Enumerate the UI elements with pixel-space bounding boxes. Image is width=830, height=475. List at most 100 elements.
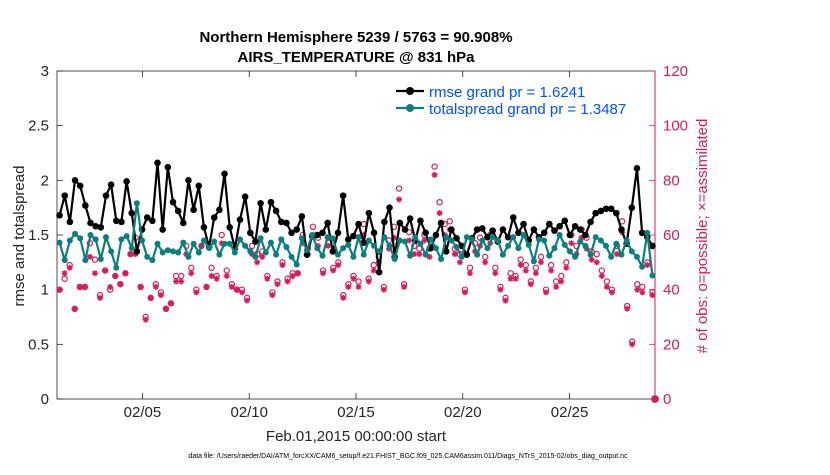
obs-assimilated-point	[512, 275, 519, 282]
obs-possible-point	[61, 275, 68, 282]
obs-assimilated-point	[461, 289, 468, 296]
obs-assimilated-point	[411, 251, 418, 258]
totalspread-point	[427, 236, 434, 243]
rmse-point	[252, 238, 259, 245]
rmse-point	[247, 229, 254, 237]
totalspread-point	[468, 236, 475, 243]
totalspread-point	[422, 251, 429, 258]
totalspread-point	[247, 248, 254, 255]
rmse-point	[107, 181, 115, 189]
rmse-point	[149, 217, 156, 225]
y-tick-label-left: 3	[41, 63, 49, 80]
obs-assimilated-point	[553, 283, 560, 290]
rmse-point	[381, 218, 388, 226]
totalspread-point	[288, 253, 295, 260]
rmse-point	[566, 231, 574, 239]
x-axis-label: Feb.01,2015 00:00:00 start	[266, 428, 447, 445]
obs-assimilated-point	[147, 294, 154, 301]
obs-assimilated-point	[360, 232, 367, 238]
obs-assimilated-point	[335, 262, 342, 269]
obs-assimilated-point	[274, 281, 281, 288]
totalspread-point	[505, 242, 512, 249]
rmse-point	[118, 218, 125, 226]
obs-assimilated-point	[279, 262, 286, 269]
obs-assimilated-point	[208, 273, 215, 279]
totalspread-point	[56, 239, 63, 246]
obs-possible-point	[172, 272, 180, 280]
obs-assimilated-point	[431, 171, 438, 178]
x-tick-label: 02/25	[551, 404, 589, 421]
rmse-point	[288, 229, 295, 237]
totalspread-point	[92, 236, 99, 243]
rmse-point	[169, 198, 177, 206]
obs-assimilated-point	[391, 234, 398, 241]
obs-assimilated-point	[355, 283, 362, 290]
rmse-point	[283, 219, 290, 227]
rmse-point	[71, 177, 79, 184]
obs-assimilated-point	[613, 251, 620, 258]
y-tick-label-right: 120	[663, 63, 688, 80]
totalspread-point	[391, 256, 398, 263]
rmse-point	[649, 242, 656, 250]
obs-assimilated-point	[634, 286, 641, 293]
obs-assimilated-point	[370, 267, 377, 274]
rmse-point	[530, 226, 538, 233]
rmse-point	[87, 219, 94, 227]
obs-possible-point	[436, 198, 443, 206]
totalspread-point	[262, 249, 269, 256]
obs-assimilated-point	[451, 251, 458, 258]
obs-assimilated-point	[578, 234, 585, 241]
totalspread-point	[200, 237, 207, 244]
rmse-point	[360, 239, 368, 246]
obs-assimilated-point	[517, 262, 524, 269]
obs-assimilated-point	[593, 259, 600, 266]
obs-assimilated-point	[543, 289, 550, 296]
totalspread-point	[649, 272, 656, 279]
totalspread-point	[257, 235, 264, 242]
totalspread-point	[603, 242, 610, 249]
totalspread-point	[128, 245, 135, 252]
y-tick-label-left: 0.5	[28, 336, 49, 353]
obs-assimilated-point	[137, 283, 144, 290]
obs-assimilated-point	[284, 278, 291, 285]
rmse-point	[556, 222, 563, 230]
rmse-point	[463, 251, 471, 258]
rmse-point	[520, 220, 527, 228]
obs-assimilated-point	[401, 283, 408, 290]
obs-assimilated-point	[548, 267, 555, 274]
obs-possible-point	[446, 218, 453, 225]
totalspread-point	[494, 237, 501, 244]
totalspread-point	[324, 234, 331, 241]
rmse-point	[210, 214, 218, 221]
totalspread-point	[474, 251, 481, 258]
y-tick-label-left: 1	[41, 282, 49, 299]
y-tick-label-left: 2	[41, 172, 49, 189]
totalspread-point	[133, 200, 140, 207]
totalspread-point	[304, 247, 311, 254]
totalspread-point	[164, 247, 171, 254]
rmse-point	[76, 182, 84, 190]
obs-assimilated-point	[426, 253, 433, 260]
totalspread-point	[582, 242, 589, 249]
obs-assimilated-point	[482, 259, 489, 266]
totalspread-point	[278, 236, 285, 243]
totalspread-point	[314, 245, 321, 252]
rmse-point	[432, 231, 440, 239]
rmse-point	[515, 229, 522, 237]
totalspread-point	[525, 241, 532, 248]
obs-possible-point	[355, 278, 362, 285]
obs-assimilated-point	[380, 286, 387, 293]
rmse-point	[355, 220, 362, 228]
rmse-point	[437, 219, 445, 227]
rmse-point	[509, 214, 517, 221]
obs-assimilated-point	[320, 270, 327, 277]
y-tick-label-right: 20	[663, 336, 680, 353]
totalspread-point	[371, 242, 378, 249]
obs-assimilated-point	[649, 292, 656, 299]
totalspread-point	[72, 230, 79, 237]
obs-possible-point	[603, 278, 611, 285]
rmse-point	[561, 217, 569, 225]
obs-assimilated-point	[112, 273, 119, 279]
